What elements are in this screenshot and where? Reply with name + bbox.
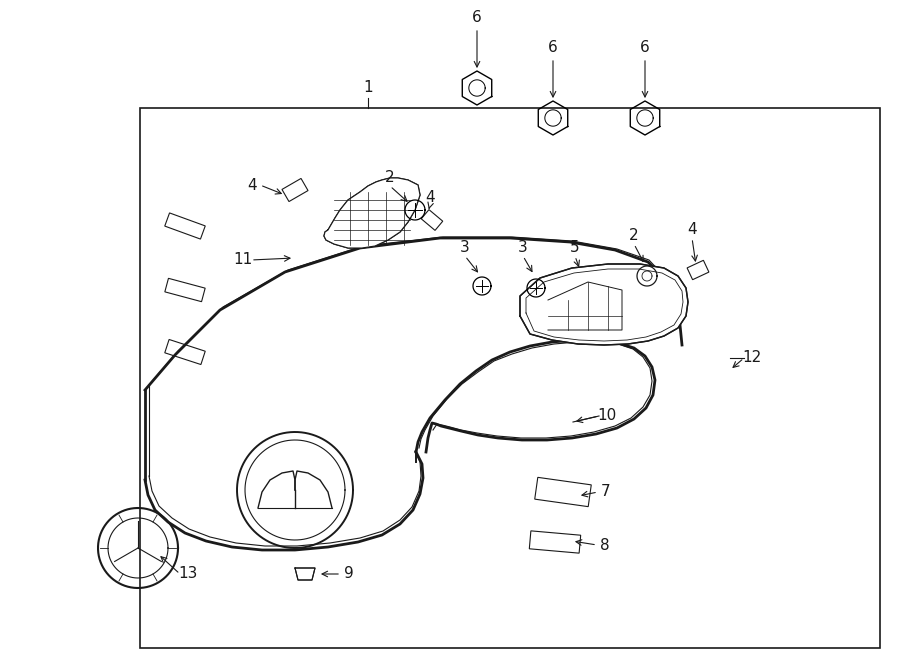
Text: 6: 6 bbox=[472, 11, 482, 26]
Polygon shape bbox=[520, 264, 688, 345]
Text: 10: 10 bbox=[598, 408, 616, 424]
Text: 5: 5 bbox=[571, 241, 580, 256]
Text: 4: 4 bbox=[688, 223, 697, 237]
Bar bbox=[140, 108, 880, 648]
Text: 9: 9 bbox=[344, 566, 354, 582]
Polygon shape bbox=[324, 178, 420, 248]
Polygon shape bbox=[535, 477, 591, 506]
Text: 6: 6 bbox=[640, 40, 650, 56]
Polygon shape bbox=[165, 278, 205, 301]
Text: 12: 12 bbox=[742, 350, 761, 366]
Polygon shape bbox=[295, 568, 315, 580]
Polygon shape bbox=[687, 260, 709, 280]
Polygon shape bbox=[572, 276, 592, 293]
Polygon shape bbox=[165, 340, 205, 364]
Text: 2: 2 bbox=[385, 171, 395, 186]
Text: 3: 3 bbox=[518, 241, 528, 256]
Text: 2: 2 bbox=[629, 229, 639, 243]
Text: 13: 13 bbox=[178, 566, 198, 582]
Text: 7: 7 bbox=[601, 485, 611, 500]
Polygon shape bbox=[529, 531, 580, 553]
Text: 6: 6 bbox=[548, 40, 558, 56]
Polygon shape bbox=[421, 210, 443, 231]
Text: 11: 11 bbox=[233, 253, 253, 268]
Text: 8: 8 bbox=[600, 537, 610, 553]
Polygon shape bbox=[165, 213, 205, 239]
Polygon shape bbox=[282, 178, 308, 202]
Text: 1: 1 bbox=[364, 81, 373, 95]
Text: 4: 4 bbox=[248, 178, 256, 192]
Text: 4: 4 bbox=[425, 190, 435, 204]
Text: 3: 3 bbox=[460, 241, 470, 256]
